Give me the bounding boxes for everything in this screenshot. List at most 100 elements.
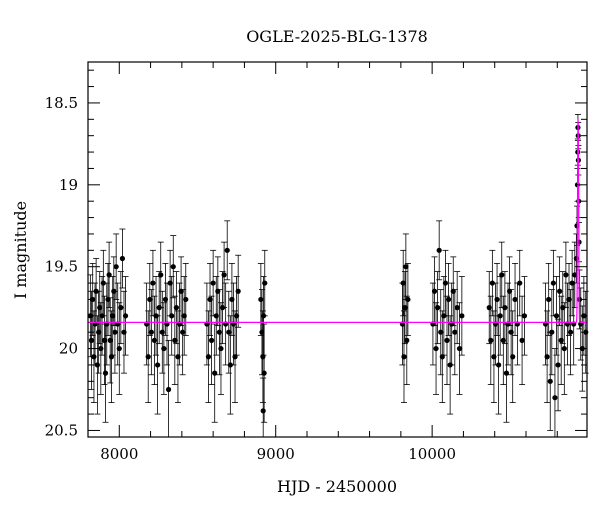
point-marker: [107, 337, 113, 343]
point-marker: [405, 296, 411, 303]
data-point: [400, 310, 407, 404]
point-marker: [113, 264, 119, 270]
point-marker: [158, 272, 164, 278]
chart-title: OGLE-2025-BLG-1378: [246, 27, 428, 46]
data-point: [521, 276, 528, 356]
point-marker: [170, 264, 176, 270]
data-point: [181, 276, 188, 356]
data-point: [182, 263, 189, 336]
point-marker: [544, 354, 550, 360]
point-marker: [261, 370, 267, 376]
data-point: [173, 271, 180, 345]
point-marker: [145, 354, 151, 360]
data-point: [508, 289, 515, 376]
data-point: [119, 228, 126, 289]
data-point: [555, 318, 562, 412]
data-point: [506, 256, 513, 327]
point-marker: [563, 272, 569, 278]
point-marker: [547, 378, 553, 384]
data-point: [548, 289, 555, 376]
point-marker: [553, 313, 560, 319]
data-point: [545, 263, 552, 336]
point-marker: [510, 354, 516, 360]
data-point: [542, 282, 549, 366]
y-tick-label: 20: [59, 340, 78, 358]
point-marker: [403, 264, 409, 270]
data-point: [170, 235, 177, 299]
x-tick-label: 10000: [408, 445, 456, 463]
data-point: [436, 220, 443, 281]
data-point: [154, 315, 161, 415]
data-point: [221, 241, 228, 309]
data-point: [233, 276, 240, 356]
y-axis-label: I magnitude: [11, 201, 30, 299]
point-marker: [235, 288, 241, 294]
data-point: [213, 276, 220, 356]
point-marker: [404, 337, 410, 343]
data-point: [217, 302, 224, 395]
point-marker: [212, 370, 218, 376]
data-point: [145, 310, 152, 404]
data-point: [403, 295, 410, 385]
data-point: [505, 282, 512, 366]
data-point: [235, 254, 242, 328]
data-point: [210, 249, 217, 317]
point-marker: [456, 345, 463, 352]
data-point: [100, 249, 107, 317]
point-marker: [445, 296, 452, 303]
data-point: [561, 302, 568, 395]
point-marker: [94, 362, 100, 368]
data-point: [205, 310, 212, 404]
data-point: [494, 263, 501, 336]
point-marker: [503, 370, 510, 376]
data-point: [431, 256, 438, 327]
data-point: [117, 271, 124, 345]
point-marker: [557, 288, 563, 294]
point-marker: [521, 313, 528, 319]
data-point: [208, 295, 215, 385]
data-point: [157, 241, 164, 309]
data-point: [556, 256, 563, 327]
data-point: [122, 276, 129, 356]
point-marker: [400, 280, 406, 286]
point-marker: [452, 329, 458, 335]
data-point: [562, 241, 569, 309]
data-point: [501, 271, 508, 345]
point-marker: [161, 345, 167, 352]
data-point: [456, 302, 463, 395]
data-point: [151, 295, 158, 385]
point-marker: [116, 345, 122, 352]
x-tick-label: 9000: [257, 445, 295, 463]
point-marker: [497, 313, 503, 319]
point-marker: [561, 345, 567, 352]
data-point: [143, 282, 150, 366]
point-marker: [112, 329, 118, 335]
point-marker: [210, 280, 216, 286]
data-point: [404, 263, 411, 336]
point-marker: [517, 280, 523, 286]
data-point: [495, 315, 502, 415]
point-marker: [436, 247, 442, 253]
data-point: [443, 295, 450, 385]
data-point: [434, 271, 441, 345]
point-marker: [97, 305, 103, 311]
y-tick-label: 20.5: [45, 421, 78, 439]
point-marker: [502, 305, 508, 311]
x-tick-label: 8000: [100, 445, 138, 463]
point-marker: [494, 296, 500, 303]
point-marker: [260, 408, 266, 414]
data-point: [113, 233, 120, 300]
point-marker: [119, 255, 126, 262]
y-tick-label: 19.5: [45, 258, 78, 276]
data-point: [550, 249, 557, 317]
point-marker: [454, 305, 460, 311]
point-marker: [496, 362, 502, 368]
data-point: [509, 310, 516, 404]
data-point: [450, 256, 457, 327]
data-point: [260, 377, 267, 438]
point-marker: [567, 329, 574, 335]
point-marker: [122, 313, 129, 319]
point-marker: [550, 280, 556, 286]
